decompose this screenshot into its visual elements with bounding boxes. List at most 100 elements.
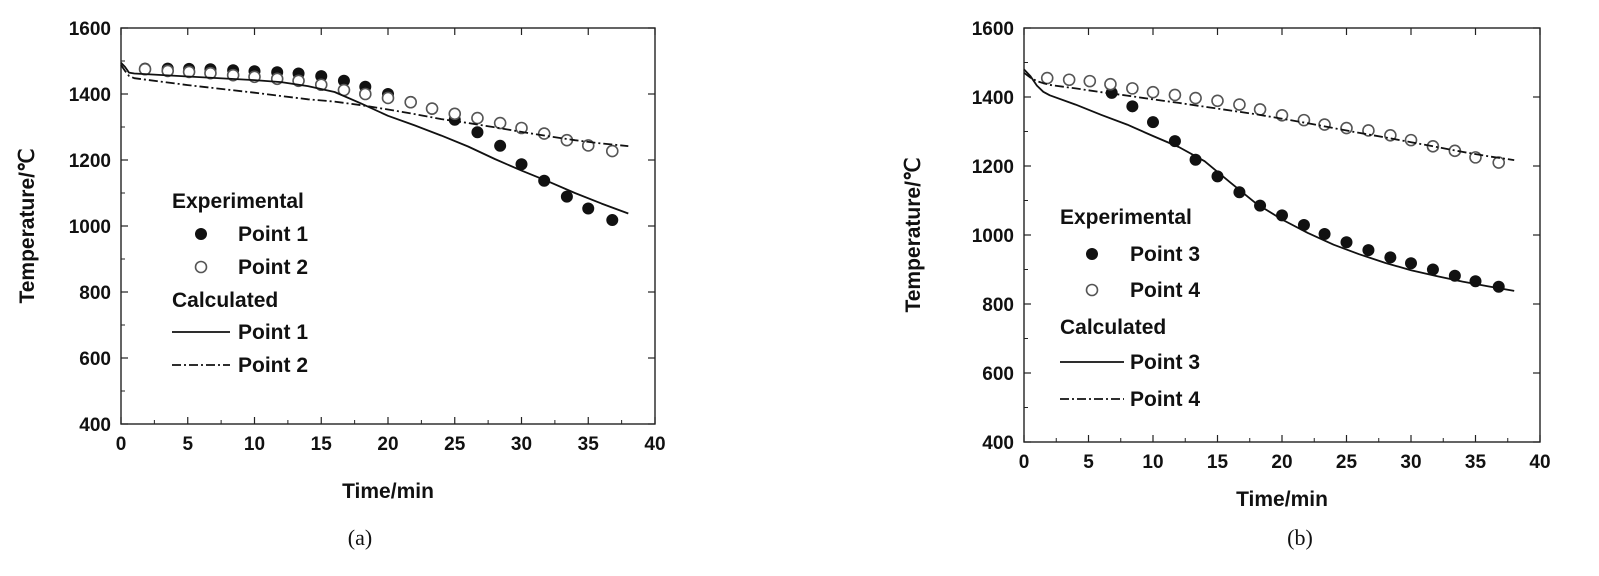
x-tick-label: 20 [377, 434, 398, 455]
x-tick-label: 20 [1271, 452, 1292, 473]
calculated-line-point-2 [120, 64, 629, 147]
open-point-point-4 [1297, 113, 1311, 127]
open-point-point-4 [1340, 121, 1353, 135]
legend-marker [1085, 283, 1099, 297]
x-tick-label: 10 [244, 434, 265, 455]
filled-point-point-1 [582, 202, 595, 215]
x-tick-label: 25 [444, 434, 466, 455]
filled-point-point-3 [1233, 186, 1246, 199]
filled-point-point-3 [1126, 100, 1139, 113]
x-tick-label: 0 [116, 434, 127, 455]
open-point-point-2 [381, 91, 395, 105]
y-tick-label: 1000 [972, 226, 1014, 247]
y-tick-label: 1200 [972, 157, 1014, 178]
x-tick-label: 35 [1465, 452, 1487, 473]
filled-point-point-3 [1147, 116, 1159, 129]
open-point-point-4 [1062, 73, 1076, 87]
x-tick-label: 40 [1529, 452, 1550, 473]
open-point-point-4 [1146, 85, 1160, 99]
y-tick-label: 1400 [972, 88, 1014, 109]
x-axis-title: Time/min [1236, 488, 1328, 511]
filled-point-point-3 [1297, 218, 1310, 231]
legend-group-calculated: Calculated [1060, 316, 1166, 339]
open-point-point-4 [1211, 94, 1224, 108]
y-tick-label: 1400 [69, 85, 111, 106]
open-point-point-4 [1083, 74, 1097, 88]
y-tick-label: 600 [982, 364, 1014, 385]
open-point-point-4 [1318, 118, 1331, 131]
legend-label: Point 4 [1130, 388, 1200, 411]
legend-group-calculated: Calculated [172, 289, 278, 312]
y-tick-label: 600 [79, 349, 111, 370]
filled-point-point-1 [471, 126, 484, 139]
legend-label: Point 2 [238, 354, 308, 377]
legend-label: Point 2 [238, 256, 308, 279]
figure-caption: (b) [1287, 525, 1313, 550]
legend-label: Point 4 [1130, 279, 1200, 302]
filled-point-point-1 [494, 139, 507, 152]
filled-point-point-3 [1189, 153, 1202, 166]
y-axis-title: Temperature/℃ [902, 157, 925, 312]
open-point-point-2 [515, 121, 528, 135]
open-point-point-2 [314, 78, 328, 92]
calculated-line-point-1 [120, 62, 629, 215]
chart-panel-b: 0 5 10 15 20 25 30 35 40 400 600 800 1000 1200 1400 160… [902, 19, 1551, 550]
filled-point-point-1 [606, 214, 619, 227]
filled-point-point-3 [1426, 263, 1439, 276]
open-point-point-2 [605, 144, 619, 158]
open-point-point-2 [204, 66, 217, 80]
legend-label: Point 1 [238, 223, 308, 246]
open-point-point-4 [1404, 133, 1418, 147]
open-point-point-2 [448, 107, 462, 121]
open-point-point-4 [1040, 71, 1054, 85]
x-tick-label: 25 [1336, 452, 1358, 473]
open-point-point-2 [161, 64, 175, 78]
legend-marker [194, 260, 208, 274]
open-point-point-4 [1233, 98, 1246, 111]
legend-label: Point 3 [1130, 243, 1200, 266]
x-axis-title: Time/min [342, 480, 434, 503]
x-tick-label: 10 [1142, 452, 1163, 473]
legend-marker [1086, 248, 1098, 260]
y-tick-label: 800 [982, 295, 1014, 316]
x-tick-label: 5 [1083, 452, 1094, 473]
y-tick-label: 1600 [972, 19, 1014, 40]
filled-point-point-3 [1492, 280, 1505, 293]
filled-point-point-1 [560, 190, 573, 203]
y-axis-title: Temperature/℃ [16, 148, 39, 303]
open-point-point-2 [425, 102, 439, 115]
open-point-point-2 [537, 127, 551, 140]
y-tick-label: 1000 [69, 217, 111, 238]
chart-panel-a: 0 5 10 15 20 25 30 35 40 400 600 800 1000 1200 1400 160… [16, 19, 666, 550]
y-tick-label: 400 [79, 415, 111, 436]
filled-point-point-3 [1384, 251, 1397, 264]
filled-point-point-3 [1340, 236, 1353, 249]
open-point-point-2 [493, 116, 507, 130]
y-tick-label: 1600 [69, 19, 111, 40]
y-tick-label: 800 [79, 283, 111, 304]
plot-frame [1023, 27, 1541, 443]
figure-caption: (a) [348, 525, 372, 550]
filled-point-point-1 [315, 70, 328, 83]
legend-group-experimental: Experimental [172, 190, 304, 213]
x-tick-label: 35 [578, 434, 600, 455]
calculated-line-point-4 [1023, 72, 1515, 161]
x-tick-label: 15 [311, 434, 333, 455]
open-point-point-4 [1104, 77, 1117, 91]
filled-point-point-1 [515, 158, 528, 171]
x-tick-label: 40 [644, 434, 665, 455]
open-point-point-4 [1189, 91, 1202, 105]
open-point-point-4 [1168, 88, 1182, 102]
legend-marker [195, 228, 207, 240]
filled-point-point-3 [1362, 244, 1375, 257]
open-point-point-2 [404, 95, 417, 109]
x-tick-label: 30 [1400, 452, 1421, 473]
x-tick-label: 15 [1207, 452, 1229, 473]
filled-point-point-3 [1405, 257, 1417, 270]
calculated-line-point-3 [1023, 68, 1515, 292]
legend-label: Point 3 [1130, 351, 1200, 374]
filled-point-point-3 [1318, 227, 1331, 240]
y-tick-label: 400 [982, 433, 1014, 454]
filled-point-point-1 [337, 74, 350, 87]
